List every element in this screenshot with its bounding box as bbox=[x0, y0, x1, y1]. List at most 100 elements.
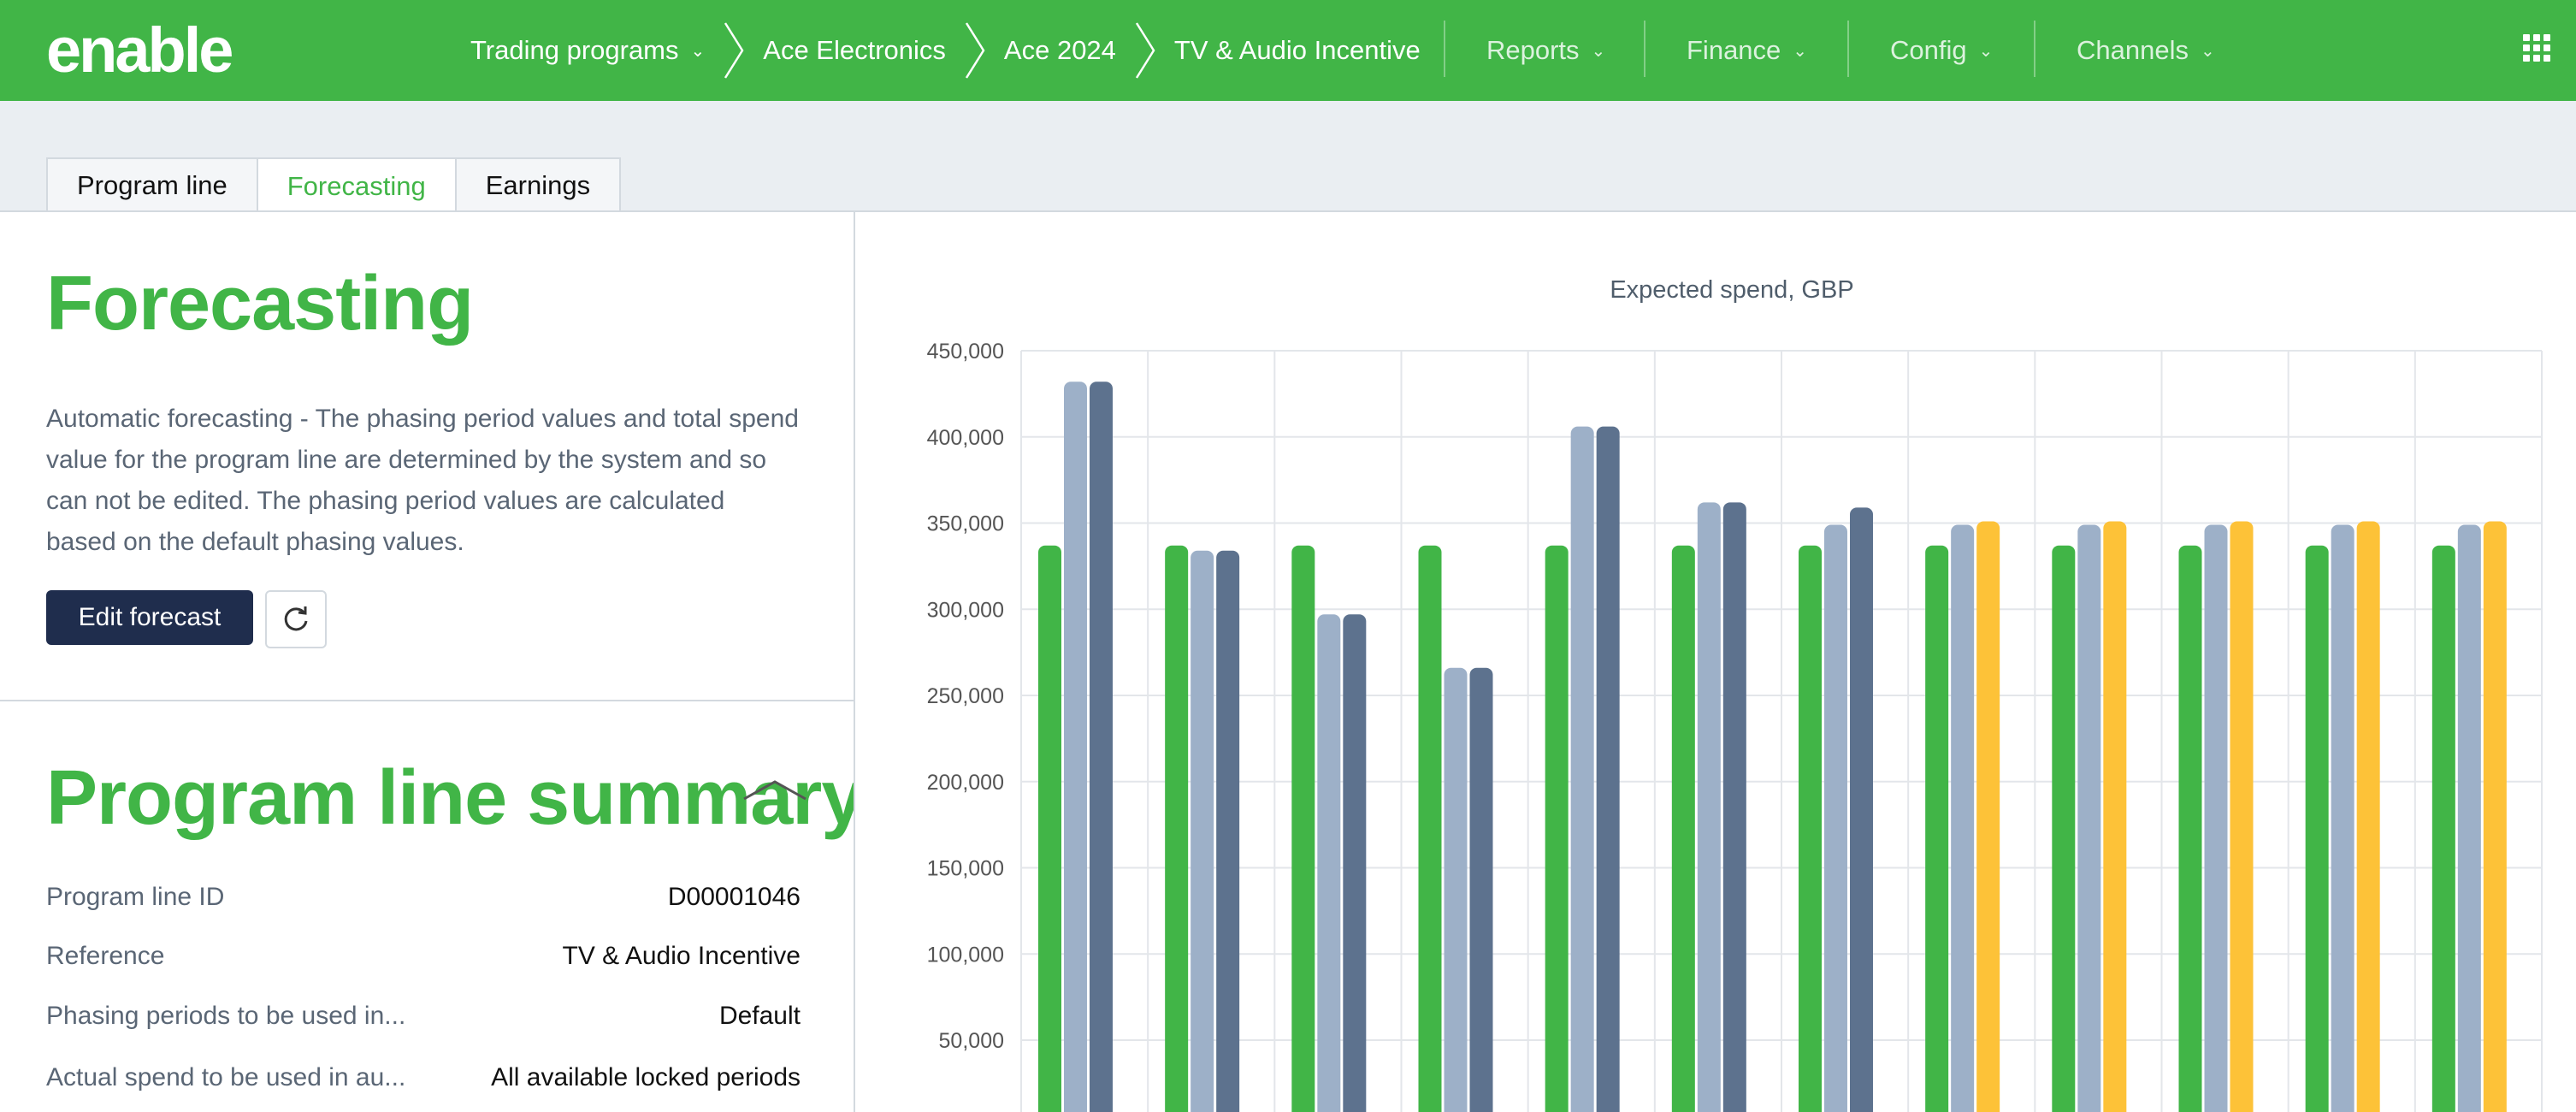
y-tick-label: 350,000 bbox=[927, 512, 1004, 536]
nav-divider bbox=[2034, 21, 2035, 77]
chart-bar bbox=[1343, 614, 1367, 1112]
chart-bar bbox=[1976, 521, 2000, 1112]
breadcrumb-ace-electronics[interactable]: Ace Electronics bbox=[763, 35, 946, 66]
breadcrumb-separator-icon bbox=[724, 22, 744, 79]
breadcrumb-label: TV & Audio Incentive bbox=[1173, 35, 1421, 65]
nav-divider bbox=[1444, 21, 1445, 77]
summary-row-actual-spend: Actual spend to be used in au... All ava… bbox=[46, 1059, 801, 1097]
chart-bar bbox=[2457, 524, 2481, 1112]
section-divider bbox=[0, 700, 854, 701]
nav-reports[interactable]: Reports ⌄ bbox=[1486, 0, 1605, 101]
forecasting-title: Forecasting bbox=[46, 261, 474, 346]
breadcrumb-tv-audio-incentive[interactable]: TV & Audio Incentive bbox=[1174, 35, 1421, 66]
y-tick-label: 200,000 bbox=[927, 771, 1004, 795]
breadcrumb-separator-icon bbox=[965, 22, 985, 79]
chevron-down-icon: ⌄ bbox=[2200, 41, 2215, 61]
chart-bar bbox=[1317, 614, 1341, 1112]
edit-forecast-button[interactable]: Edit forecast bbox=[46, 590, 253, 645]
y-tick-label: 300,000 bbox=[927, 598, 1004, 622]
y-tick-label: 150,000 bbox=[927, 857, 1004, 881]
chevron-down-icon: ⌄ bbox=[1793, 41, 1808, 61]
breadcrumb-label: Ace 2024 bbox=[1003, 35, 1116, 65]
chart-bar bbox=[1697, 502, 1721, 1112]
chart-panel: Expected spend, GBP 450,000 400,000 350,000… bbox=[855, 212, 2576, 1112]
summary-value: D00001046 bbox=[667, 883, 801, 911]
chart-bar bbox=[2230, 521, 2254, 1112]
forecasting-description: Automatic forecasting - The phasing peri… bbox=[46, 405, 799, 556]
y-tick-label: 50,000 bbox=[939, 1029, 1004, 1053]
chart-bar bbox=[1850, 507, 1873, 1112]
tab-program-line[interactable]: Program line bbox=[46, 157, 258, 212]
apps-grid-icon[interactable] bbox=[2523, 34, 2550, 62]
chevron-down-icon: ⌄ bbox=[690, 41, 706, 61]
breadcrumb-trading-programs[interactable]: Trading programs ⌄ bbox=[470, 35, 705, 66]
chart-bar bbox=[2204, 524, 2228, 1112]
chevron-up-icon[interactable] bbox=[741, 777, 809, 802]
left-panel: Forecasting Automatic forecasting - The … bbox=[0, 212, 855, 1112]
summary-value: Default bbox=[718, 1002, 801, 1030]
summary-value: All available locked periods bbox=[491, 1063, 801, 1091]
chart-bar bbox=[2178, 545, 2202, 1112]
breadcrumb-label: Trading programs bbox=[470, 35, 679, 65]
nav-divider bbox=[1847, 21, 1849, 77]
nav-label: Reports bbox=[1486, 35, 1580, 65]
tab-earnings[interactable]: Earnings bbox=[454, 157, 622, 212]
expected-spend-chart: Expected spend, GBP 450,000 400,000 350,000… bbox=[927, 276, 2543, 1112]
refresh-button[interactable] bbox=[265, 590, 327, 648]
y-tick-label: 100,000 bbox=[927, 943, 1004, 967]
nav-config[interactable]: Config ⌄ bbox=[1890, 0, 1993, 101]
chart-bar bbox=[1216, 550, 1240, 1112]
enable-logo[interactable]: enable bbox=[46, 15, 303, 87]
chart-bar bbox=[1038, 545, 1061, 1112]
chart-bar bbox=[1596, 426, 1620, 1112]
chart-bar bbox=[1090, 382, 1113, 1112]
chart-bar bbox=[2052, 545, 2076, 1112]
chart-title: Expected spend, GBP bbox=[1610, 276, 1853, 304]
program-line-summary-title: Program line summary bbox=[46, 755, 855, 841]
tab-forecasting[interactable]: Forecasting bbox=[256, 157, 457, 214]
refresh-icon bbox=[284, 606, 308, 631]
chart-bar bbox=[1671, 545, 1695, 1112]
nav-label: Finance bbox=[1687, 35, 1781, 65]
nav-label: Channels bbox=[2077, 35, 2189, 65]
main-content: Forecasting Automatic forecasting - The … bbox=[0, 210, 2576, 1112]
chart-bar bbox=[1951, 524, 1975, 1112]
chart-bar bbox=[2483, 521, 2507, 1112]
summary-row-phasing-periods: Phasing periods to be used in... Default bbox=[46, 997, 801, 1035]
nav-channels[interactable]: Channels ⌄ bbox=[2077, 0, 2215, 101]
chart-bar bbox=[1291, 545, 1315, 1112]
chart-bar bbox=[1418, 545, 1442, 1112]
chart-bar bbox=[1191, 550, 1214, 1112]
breadcrumb-label: Ace Electronics bbox=[763, 35, 946, 65]
chart-bar bbox=[1824, 524, 1847, 1112]
summary-label: Phasing periods to be used in... bbox=[46, 1002, 406, 1030]
nav-label: Config bbox=[1890, 35, 1967, 65]
summary-label: Reference bbox=[46, 942, 165, 970]
summary-label: Program line ID bbox=[46, 883, 225, 911]
chevron-down-icon: ⌄ bbox=[1591, 41, 1606, 61]
y-tick-label: 400,000 bbox=[927, 426, 1004, 450]
chart-bar bbox=[1722, 502, 1746, 1112]
y-tick-label: 250,000 bbox=[927, 684, 1004, 708]
breadcrumb-ace-2024[interactable]: Ace 2024 bbox=[1004, 35, 1116, 66]
chart-bar bbox=[2331, 524, 2354, 1112]
chart-bar bbox=[2077, 524, 2101, 1112]
chart-bar bbox=[2305, 545, 2329, 1112]
summary-row-program-line-id: Program line ID D00001046 bbox=[46, 878, 801, 916]
breadcrumb-separator-icon bbox=[1135, 22, 1155, 79]
chart-bar bbox=[1469, 667, 1493, 1112]
chart-bar bbox=[1925, 545, 1949, 1112]
y-tick-label: 450,000 bbox=[927, 340, 1004, 364]
chart-bar bbox=[2103, 521, 2127, 1112]
tab-bar: Program line Forecasting Earnings bbox=[46, 157, 622, 214]
chart-bar bbox=[1165, 545, 1189, 1112]
summary-row-reference: Reference TV & Audio Incentive bbox=[46, 938, 801, 975]
nav-finance[interactable]: Finance ⌄ bbox=[1687, 0, 1807, 101]
top-navigation-bar: enable Trading programs ⌄ Ace Electronic… bbox=[0, 0, 2576, 101]
chart-bar bbox=[1545, 545, 1569, 1112]
nav-divider bbox=[1644, 21, 1645, 77]
svg-text:enable: enable bbox=[46, 15, 232, 86]
chart-bar bbox=[1799, 545, 1822, 1112]
breadcrumb: Trading programs ⌄ Ace Electronics Ace 2… bbox=[470, 0, 1421, 101]
chevron-down-icon: ⌄ bbox=[1978, 41, 1994, 61]
